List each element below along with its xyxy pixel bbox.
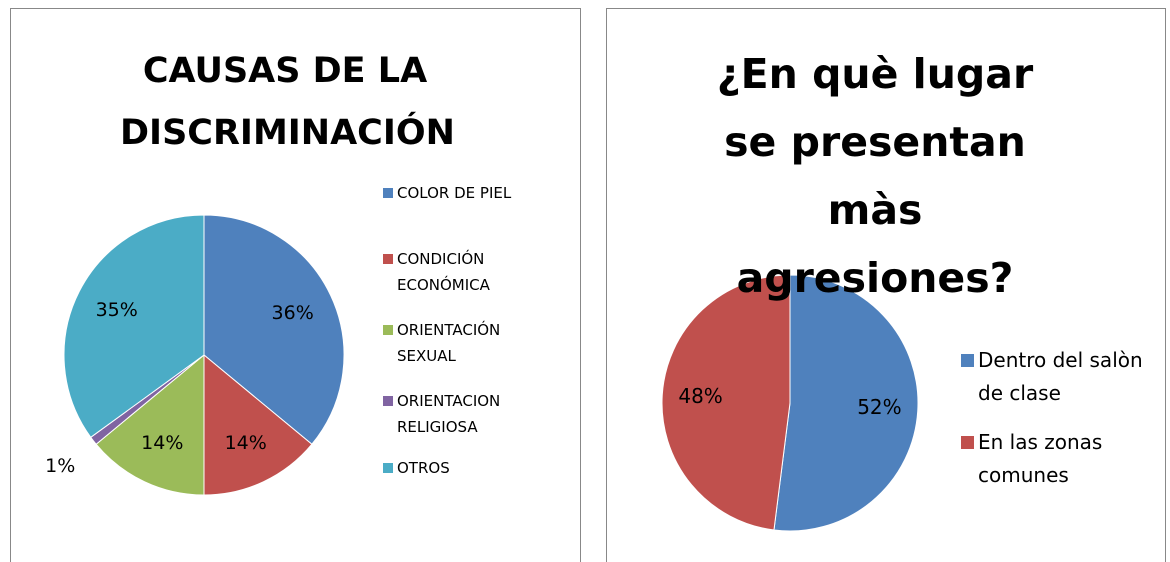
pie-slice [203, 214, 345, 445]
legend-swatch [383, 188, 393, 198]
data-label: 14% [225, 432, 267, 454]
legend-label: OTROS [397, 459, 450, 477]
legend-label: CONDICIÓN ECONÓMICA [397, 250, 490, 294]
legend-label: ORIENTACION RELIGIOSA [397, 392, 501, 436]
legend-label: ORIENTACIÓN SEXUAL [397, 321, 501, 365]
data-label: 36% [272, 302, 314, 324]
pie-slice [95, 353, 205, 496]
legend-label: Dentro del salòn de clase [978, 348, 1143, 405]
legend-swatch [383, 325, 393, 335]
legend-item: ORIENTACION RELIGIOSA [383, 388, 533, 440]
data-label: 35% [96, 299, 138, 321]
legend-swatch [961, 354, 974, 367]
legend-label: COLOR DE PIEL [397, 184, 512, 202]
legend-item: CONDICIÓN ECONÓMICA [383, 246, 533, 298]
data-label: 14% [141, 432, 183, 454]
legend-swatch [383, 254, 393, 264]
data-label: 52% [857, 395, 901, 419]
legend-label: En las zonas comunes [978, 430, 1103, 487]
pie-slice [773, 274, 919, 532]
pie-slice [661, 274, 791, 531]
legend-item: OTROS [383, 455, 533, 481]
legend-item: En las zonas comunes [961, 426, 1151, 492]
legend-item: ORIENTACIÓN SEXUAL [383, 317, 533, 369]
chart-title: ¿En què lugar se presentan màs agresione… [716, 50, 1034, 302]
legend-swatch [383, 396, 393, 406]
chart-title: CAUSAS DE LA DISCRIMINACIÓN [120, 51, 455, 153]
legend-item: Dentro del salòn de clase [961, 344, 1151, 410]
data-label: 1% [45, 455, 75, 477]
legend-swatch [961, 436, 974, 449]
pie-slice [203, 353, 313, 496]
data-label: 48% [678, 384, 722, 408]
legend-item: COLOR DE PIEL [383, 180, 533, 206]
pie-slice [63, 214, 205, 438]
legend-swatch [383, 463, 393, 473]
